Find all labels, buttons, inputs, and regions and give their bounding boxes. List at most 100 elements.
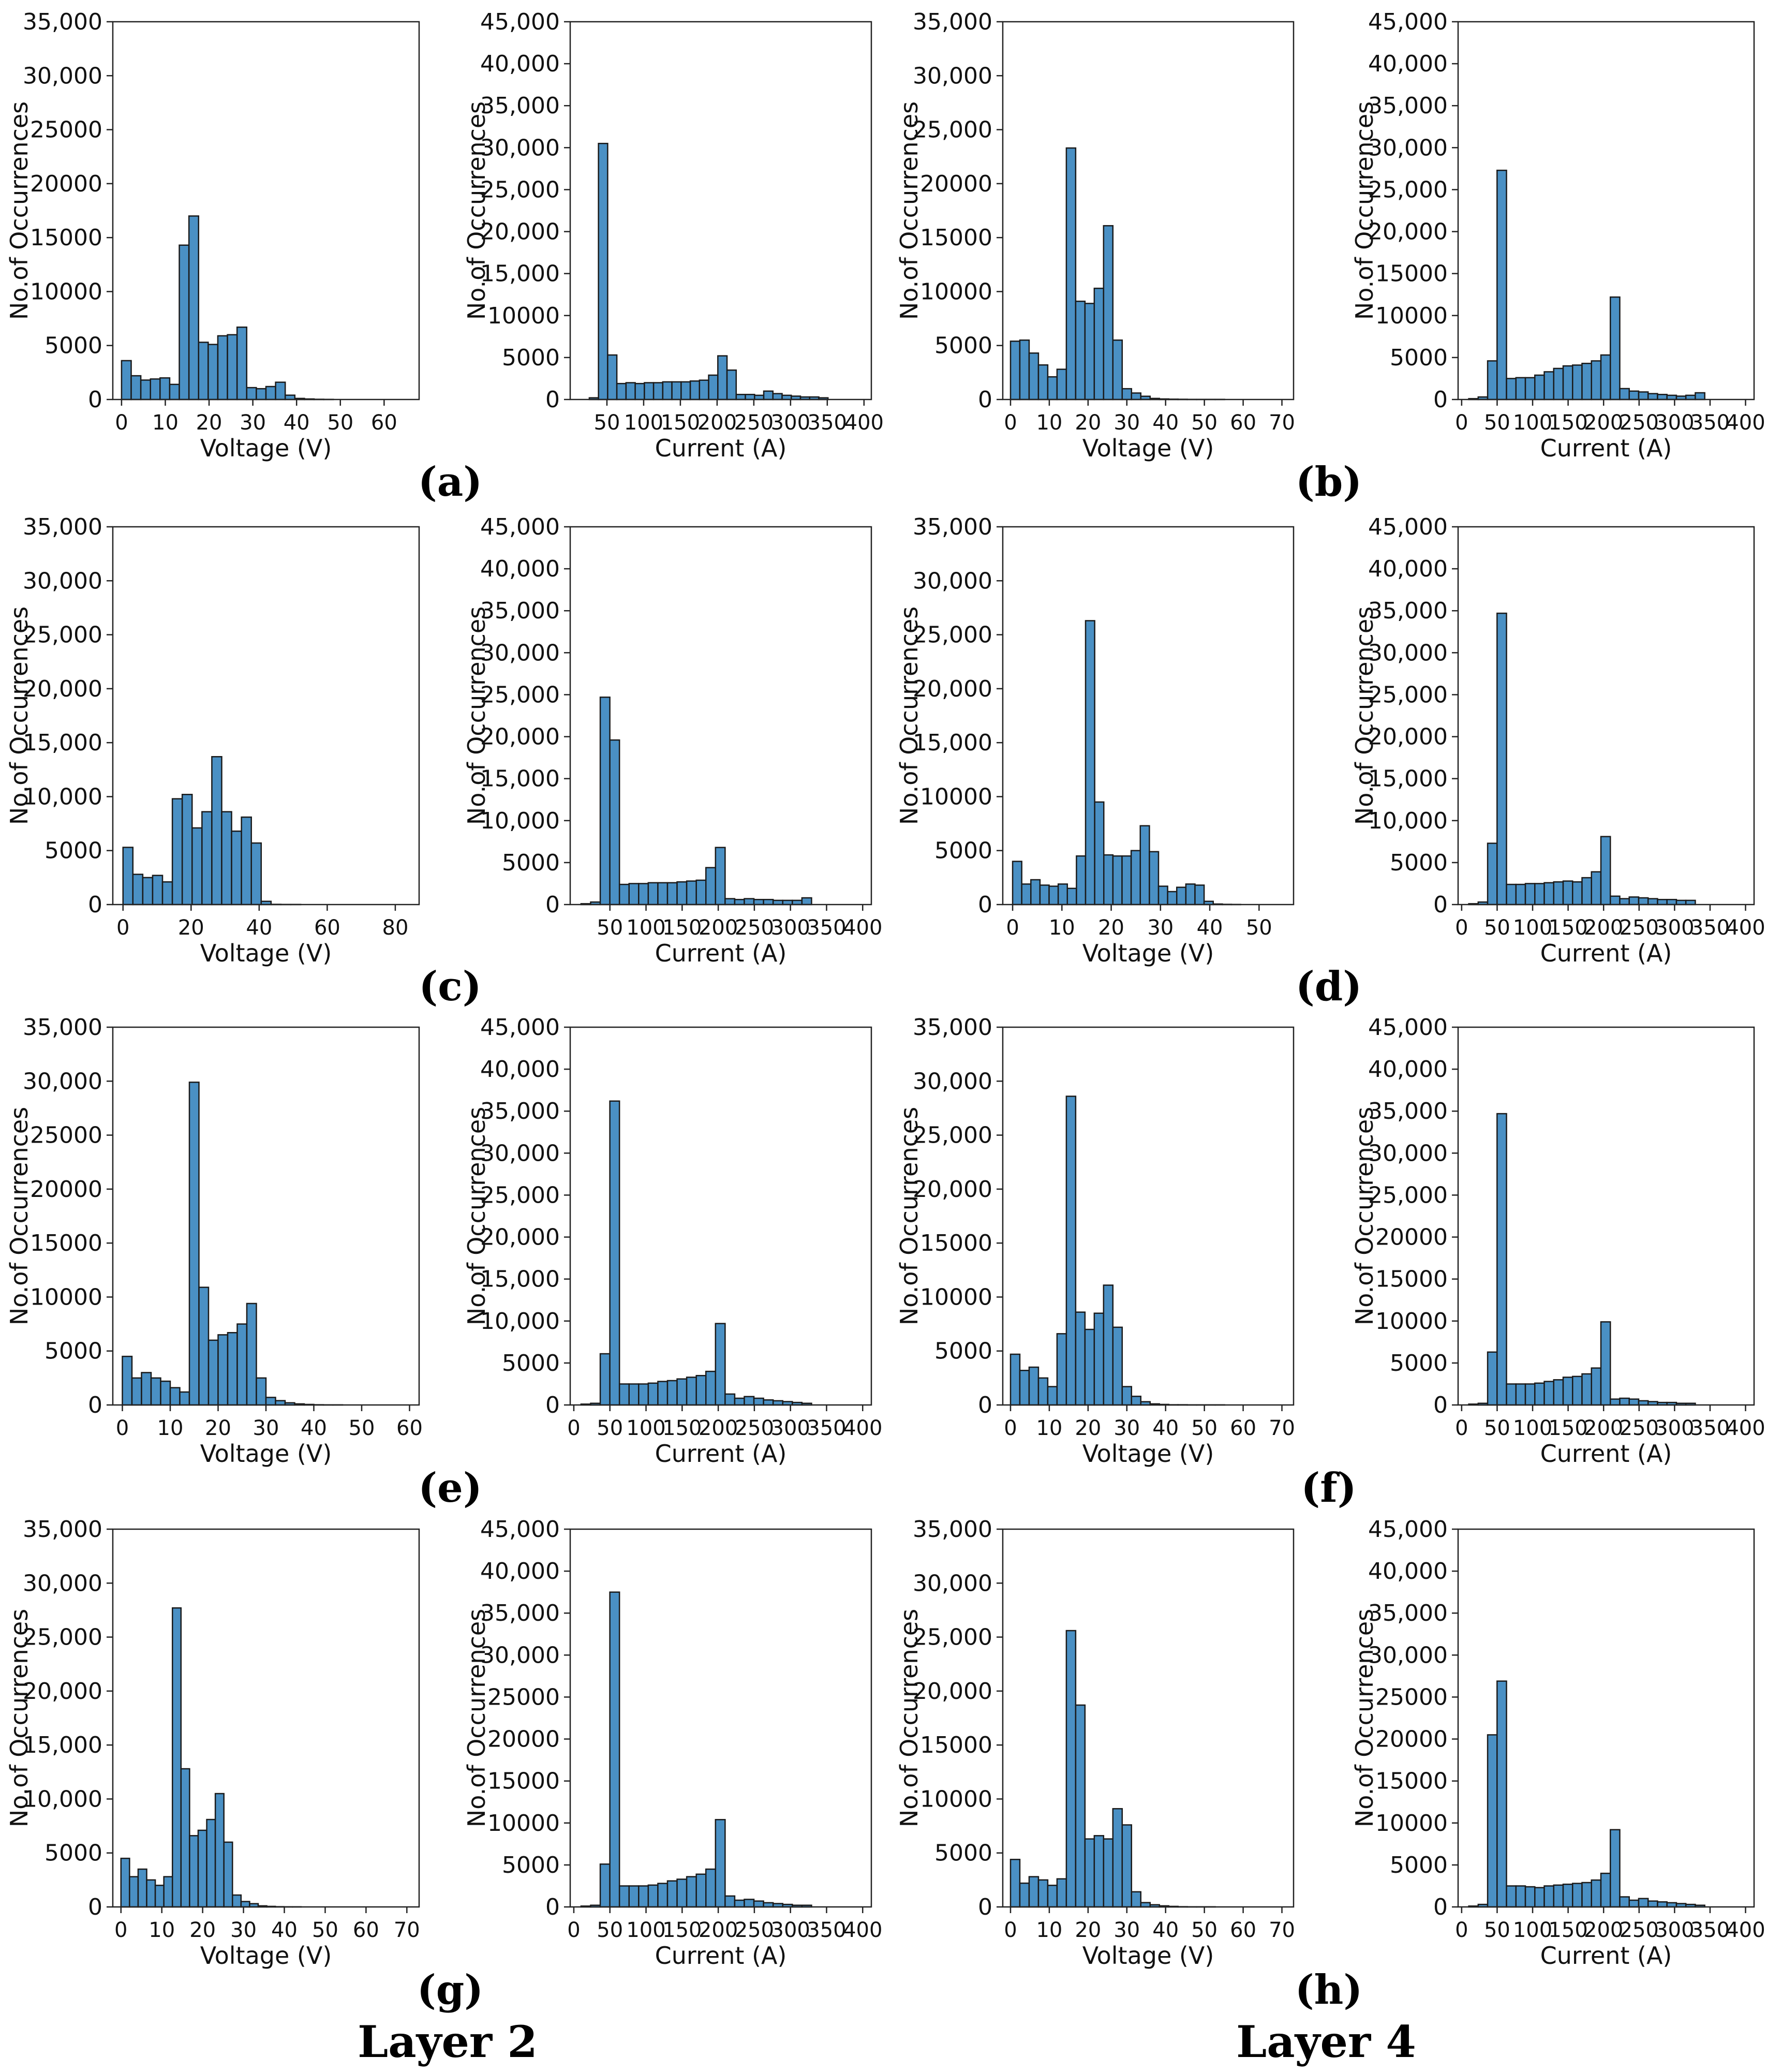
- xtick-label-d-current-7: 350: [1690, 916, 1730, 940]
- plot-frame-a-voltage: [112, 21, 420, 401]
- xtick-label-f-current-5: 250: [1620, 1416, 1659, 1440]
- ytick-label-a-current-3: 15,000: [480, 261, 560, 287]
- xtick-label-h-voltage-3: 30: [1113, 1918, 1140, 1942]
- bar-b-current-14: [1600, 354, 1611, 401]
- xtick-label-a-voltage-2: 20: [196, 411, 222, 435]
- bar-d-current-12: [1581, 877, 1592, 906]
- bar-g-voltage-4: [154, 1885, 165, 1908]
- xtick-label-e-voltage-5: 50: [349, 1416, 375, 1440]
- xtick-label-b-voltage-2: 20: [1075, 411, 1101, 435]
- bar-d-voltage-17: [1167, 891, 1178, 906]
- bar-g-current-17: [744, 1899, 755, 1908]
- xtick-label-c-current-3: 200: [699, 916, 738, 940]
- ytick-label-b-voltage-4: 20000: [920, 171, 992, 197]
- xtick-label-a-voltage-6: 60: [371, 411, 397, 435]
- xtick-label-g-voltage-6: 60: [353, 1918, 379, 1942]
- bar-h-voltage-13: [1131, 1891, 1142, 1908]
- layer-label-2: Layer 2: [358, 2016, 538, 2067]
- ytick-label-e-voltage-1: 5000: [44, 1338, 102, 1365]
- xtick-label-d-current-4: 200: [1584, 916, 1623, 940]
- bar-a-voltage-16: [275, 381, 286, 401]
- ytick-label-d-current-2: 10,000: [1368, 808, 1448, 834]
- bar-c-voltage-7: [191, 827, 203, 906]
- ytick-label-b-current-2: 10000: [1375, 303, 1448, 329]
- bar-e-current-2: [599, 1353, 611, 1406]
- xtick-label-f-current-3: 150: [1548, 1416, 1587, 1440]
- bar-b-current-15: [1609, 296, 1621, 401]
- bar-g-voltage-11: [214, 1793, 225, 1908]
- ytick-label-e-current-9: 45,000: [480, 1014, 560, 1041]
- bar-b-current-19: [1647, 393, 1658, 401]
- bar-e-current-4: [618, 1383, 630, 1406]
- xtick-label-h-current-3: 150: [1548, 1918, 1587, 1942]
- xtick-label-d-voltage-4: 40: [1197, 916, 1223, 940]
- bar-a-voltage-0: [121, 360, 132, 401]
- xtick-label-g-voltage-7: 70: [394, 1918, 420, 1942]
- ytick-label-c-current-6: 30,000: [480, 640, 560, 666]
- xtick-label-a-voltage-1: 10: [152, 411, 179, 435]
- bar-g-current-9: [666, 1880, 678, 1908]
- xtick-label-b-voltage-4: 40: [1152, 411, 1179, 435]
- ytick-label-g-current-1: 5000: [502, 1852, 560, 1878]
- xtick-label-d-current-2: 100: [1513, 916, 1552, 940]
- bar-c-current-4: [618, 883, 630, 906]
- xtick-label-c-current-0: 50: [597, 916, 623, 940]
- ytick-label-e-current-6: 30,000: [480, 1140, 560, 1166]
- xtick-label-d-voltage-0: 0: [1006, 916, 1019, 940]
- bar-h-current-19: [1647, 1900, 1658, 1908]
- bar-d-current-4: [1506, 883, 1517, 906]
- yaxis-label-c-voltage: No.of Occurrences: [5, 606, 33, 825]
- xtick-label-c-current-5: 300: [771, 916, 810, 940]
- ytick-label-e-voltage-7: 35,000: [23, 1014, 102, 1041]
- chart-g-voltage: 0 5000 10,000 15,000 20,000 25,000 30,000 35,00…: [5, 1516, 420, 1970]
- xtick-label-b-current-8: 400: [1726, 411, 1765, 435]
- xtick-label-a-current-2: 150: [661, 411, 700, 435]
- bar-f-voltage-6: [1065, 1096, 1077, 1406]
- yaxis-label-a-current: No.of Occurrences: [463, 101, 491, 320]
- ytick-label-h-voltage-0: 0: [978, 1894, 992, 1920]
- bar-c-current-5: [628, 883, 640, 906]
- ytick-label-c-voltage-7: 35,000: [23, 514, 102, 540]
- bar-b-voltage-4: [1047, 376, 1058, 401]
- bar-g-voltage-14: [240, 1901, 250, 1908]
- bar-e-voltage-12: [236, 1323, 248, 1406]
- yaxis-label-a-voltage: No.of Occurrences: [5, 101, 33, 320]
- xtick-label-c-current-6: 350: [807, 916, 846, 940]
- chart-g-current: 0 5000 10000 15000 20000 25000 30,000 35,000 40,…: [463, 1516, 882, 1970]
- ytick-label-a-voltage-7: 35,000: [23, 9, 102, 35]
- xtick-label-c-voltage-3: 60: [314, 916, 340, 940]
- plot-frame-e-current: [569, 1026, 872, 1406]
- bar-c-voltage-1: [132, 874, 144, 906]
- bar-e-current-8: [657, 1381, 669, 1406]
- ytick-label-d-voltage-1: 5000: [934, 838, 992, 864]
- xtick-label-h-current-7: 350: [1690, 1918, 1730, 1942]
- ytick-label-a-voltage-2: 10000: [30, 278, 102, 305]
- bar-a-current-11: [689, 380, 701, 401]
- bar-c-voltage-9: [211, 756, 222, 906]
- bar-d-voltage-15: [1149, 851, 1160, 906]
- chart-e-voltage: 0 5000 10000 15000 20000 25000 30,000 35,000 0 10…: [5, 1014, 423, 1468]
- xaxis-label-f-current: Current (A): [1540, 1440, 1672, 1468]
- ytick-label-a-current-8: 40,000: [480, 51, 560, 77]
- bar-d-voltage-7: [1076, 855, 1087, 906]
- xtick-label-g-voltage-0: 0: [114, 1918, 127, 1942]
- ytick-label-f-current-7: 35,000: [1368, 1098, 1448, 1124]
- xtick-label-f-current-1: 50: [1484, 1416, 1510, 1440]
- bar-e-voltage-15: [265, 1397, 276, 1406]
- xtick-label-h-current-0: 0: [1455, 1918, 1468, 1942]
- bar-d-voltage-6: [1066, 887, 1077, 906]
- bar-a-current-12: [699, 379, 709, 401]
- chart-a-voltage: 0 5000 10000 15000 20000 25000 30,000 35,000 0 10…: [5, 9, 420, 462]
- chart-f-voltage: 0 5000 10000 15000 20,000 25,000 30,000 35,000 0…: [895, 1014, 1295, 1468]
- bar-a-voltage-6: [179, 244, 190, 401]
- bar-a-voltage-1: [130, 375, 142, 401]
- bar-f-voltage-7: [1075, 1311, 1086, 1406]
- plot-frame-f-current: [1457, 1026, 1755, 1406]
- bar-c-voltage-2: [142, 877, 154, 906]
- bar-h-current-4: [1506, 1885, 1517, 1908]
- subplot-label-h: (h): [1295, 1966, 1363, 2014]
- ytick-label-b-voltage-5: 25,000: [913, 117, 992, 143]
- bar-d-voltage-11: [1112, 855, 1123, 906]
- bar-h-voltage-10: [1103, 1838, 1114, 1908]
- xtick-label-f-voltage-3: 30: [1113, 1416, 1140, 1440]
